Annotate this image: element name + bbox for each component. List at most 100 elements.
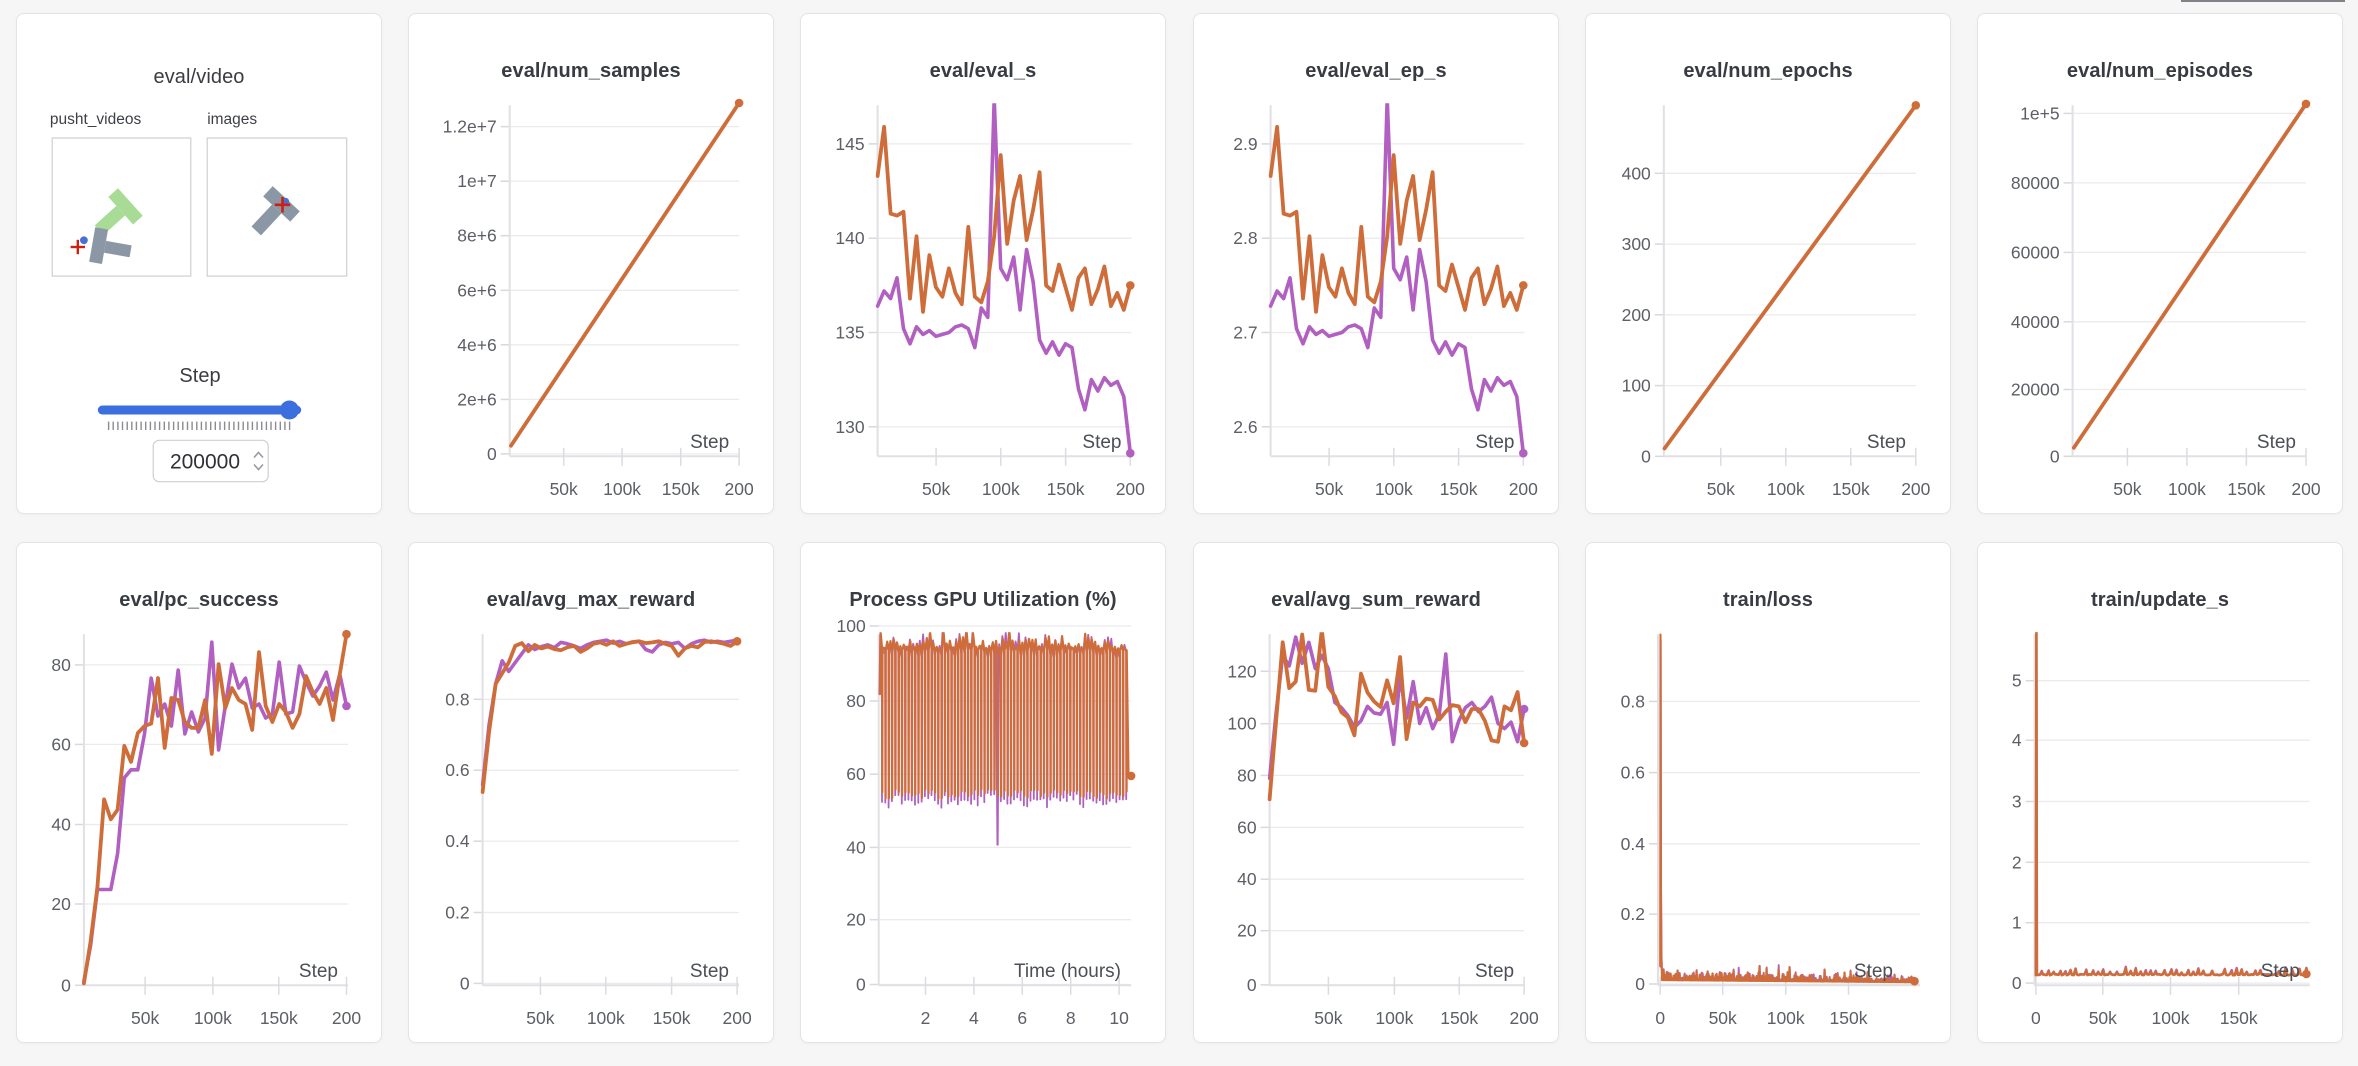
svg-text:Step: Step [690,961,729,982]
svg-text:2e+6: 2e+6 [457,389,496,409]
svg-text:10: 10 [1109,1008,1129,1028]
svg-text:1e+5: 1e+5 [2020,103,2059,123]
svg-text:Step: Step [299,961,338,982]
svg-text:140: 140 [835,228,864,248]
svg-text:200: 200 [1622,305,1651,325]
svg-text:Step: Step [1082,432,1121,453]
svg-text:50k: 50k [1709,1008,1737,1028]
svg-text:200: 200 [332,1008,361,1028]
svg-text:Step: Step [690,432,729,453]
svg-text:0: 0 [487,444,497,464]
svg-text:0: 0 [1247,975,1257,995]
svg-text:40: 40 [1237,869,1257,889]
svg-text:145: 145 [835,134,864,154]
svg-text:0.8: 0.8 [445,689,469,709]
svg-text:100k: 100k [1375,479,1413,499]
svg-text:60: 60 [51,734,71,754]
svg-text:100k: 100k [194,1008,232,1028]
svg-text:200: 200 [1116,479,1145,499]
svg-text:8e+6: 8e+6 [457,226,496,246]
svg-text:200000: 200000 [170,451,240,474]
svg-text:0: 0 [1635,974,1645,994]
svg-text:Step: Step [179,365,220,387]
svg-text:2: 2 [921,1008,931,1028]
svg-text:2.7: 2.7 [1233,323,1257,343]
svg-text:400: 400 [1622,163,1651,183]
svg-text:Step: Step [1867,432,1906,453]
svg-text:40: 40 [846,837,866,857]
svg-text:Step: Step [2257,432,2296,453]
svg-text:80: 80 [51,655,71,675]
svg-text:0: 0 [1641,446,1651,466]
svg-text:0.6: 0.6 [445,760,469,780]
svg-text:0: 0 [2012,973,2022,993]
svg-text:100k: 100k [1767,1008,1805,1028]
svg-text:Step: Step [1475,432,1514,453]
svg-text:0: 0 [1655,1008,1665,1028]
svg-text:200: 200 [1509,479,1538,499]
svg-text:150k: 150k [1832,479,1870,499]
svg-text:100: 100 [1622,376,1651,396]
svg-text:150k: 150k [2227,479,2265,499]
svg-text:0.2: 0.2 [1621,904,1645,924]
svg-text:0: 0 [2050,446,2060,466]
svg-text:20000: 20000 [2011,380,2060,400]
svg-text:3: 3 [2012,792,2022,812]
svg-text:20: 20 [846,910,866,930]
svg-text:150k: 150k [1440,479,1478,499]
svg-text:150k: 150k [260,1008,298,1028]
svg-text:100k: 100k [603,479,641,499]
svg-text:150k: 150k [1047,479,1085,499]
svg-text:20: 20 [51,894,71,914]
svg-text:60: 60 [1237,817,1257,837]
svg-text:0.8: 0.8 [1621,691,1645,711]
svg-text:1e+7: 1e+7 [457,171,496,191]
svg-text:0: 0 [61,975,71,995]
svg-text:8: 8 [1066,1008,1076,1028]
svg-text:0: 0 [2031,1008,2041,1028]
svg-text:50k: 50k [922,479,950,499]
svg-text:2.6: 2.6 [1233,417,1257,437]
svg-text:200: 200 [722,1008,751,1028]
svg-text:0: 0 [460,973,470,993]
svg-text:50k: 50k [1315,479,1343,499]
svg-text:0.4: 0.4 [445,831,470,851]
svg-text:50k: 50k [550,479,578,499]
svg-text:60: 60 [846,764,866,784]
svg-text:100k: 100k [1767,479,1805,499]
svg-text:200: 200 [2291,479,2320,499]
svg-text:6: 6 [1017,1008,1027,1028]
svg-text:1: 1 [2012,913,2022,933]
svg-text:300: 300 [1622,234,1651,254]
svg-text:0.6: 0.6 [1621,763,1645,783]
svg-text:100: 100 [836,616,865,636]
svg-text:150k: 150k [1830,1008,1868,1028]
svg-text:130: 130 [835,417,864,437]
svg-text:200: 200 [1509,1008,1538,1028]
svg-text:2.9: 2.9 [1233,134,1257,154]
svg-text:100k: 100k [2168,479,2206,499]
svg-text:Step: Step [1854,961,1893,982]
svg-text:100k: 100k [982,479,1020,499]
svg-text:150k: 150k [653,1008,691,1028]
svg-text:40: 40 [51,815,71,835]
svg-text:0.2: 0.2 [445,903,469,923]
svg-text:200: 200 [724,479,753,499]
svg-text:5: 5 [2012,671,2022,691]
svg-text:150k: 150k [662,479,700,499]
svg-text:6e+6: 6e+6 [457,280,496,300]
svg-text:Step: Step [2261,961,2300,982]
svg-text:100k: 100k [587,1008,625,1028]
svg-text:4: 4 [2012,730,2022,750]
svg-text:pusht_videos: pusht_videos [50,111,142,128]
svg-text:images: images [207,111,257,128]
svg-text:0: 0 [856,975,866,995]
svg-text:40000: 40000 [2011,312,2060,332]
svg-text:50k: 50k [526,1008,554,1028]
svg-text:50k: 50k [2113,479,2141,499]
svg-text:Step: Step [1475,961,1514,982]
svg-text:80: 80 [1237,765,1257,785]
svg-text:100k: 100k [2152,1008,2190,1028]
svg-text:20: 20 [1237,921,1257,941]
svg-text:120: 120 [1227,661,1256,681]
